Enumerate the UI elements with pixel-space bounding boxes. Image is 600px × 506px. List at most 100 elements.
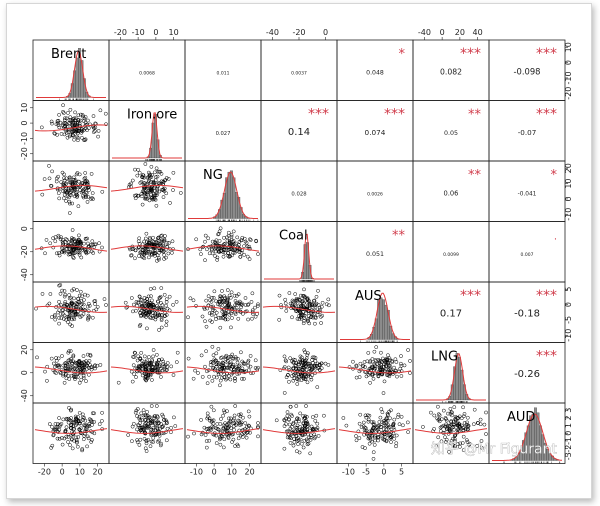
scatter-point [64,176,69,181]
scatter-point [75,121,80,126]
axis-tick-label: 0 [564,302,573,307]
scatter-point [437,413,442,418]
scatter-point [306,361,311,366]
scatter-point [204,427,209,431]
scatter-point [135,414,139,418]
scatter-point [66,187,71,191]
scatter-point [372,422,377,427]
scatter-point [89,440,94,444]
scatter-point [76,113,81,118]
scatter-point [237,363,242,368]
scatter-5-3 [262,348,336,395]
scatter-point [218,436,223,441]
scatter-point [56,251,61,255]
scatter-point [153,421,157,426]
scatter-point [359,425,364,429]
scatter-point [126,433,131,437]
scatter-5-4 [338,345,412,395]
scatter-point [66,127,70,132]
scatter-point [142,249,147,254]
axis-tick-label: 0 [564,431,573,436]
scatter-point [130,439,134,444]
scatter-point [231,364,235,369]
panel-0-2 [184,39,262,101]
scatter-point [203,433,208,437]
scatter-point [256,365,260,370]
significance-stars: ** [468,108,482,123]
scatter-point [67,175,72,180]
correlation-value: 0.06 [444,189,459,197]
scatter-point [449,419,454,423]
scatter-point [84,191,89,195]
scatter-point [152,286,157,291]
scatter-point [160,238,164,243]
scatter-point [91,251,96,255]
scatter-point [161,195,166,199]
scatter-point [222,299,226,303]
correlation-value: -0.098 [514,66,541,76]
scatter-point [77,238,81,243]
scatter-point [226,254,231,258]
scatter-point [132,372,136,377]
scatter-point [154,166,159,171]
scatter-point [287,422,292,427]
scatter-point [137,324,142,328]
scatter-point [225,296,230,301]
scatter-point [312,298,317,303]
scatter-point [229,290,234,295]
scatter-point [377,371,382,375]
scatter-point [149,189,153,194]
scatter-point [452,405,457,409]
scatter-point [162,257,166,261]
scatter-point [83,120,88,125]
scatter-point [70,437,74,441]
scatter-point [394,444,398,449]
scatter-point [78,361,82,365]
scatter-point [148,303,153,308]
scatter-point [58,291,63,296]
scatter-point [236,436,241,441]
scatter-point [60,288,64,293]
scatter-point [157,169,161,174]
scatter-point [382,379,387,384]
scatter-point [236,366,240,371]
scatter-point [142,437,147,441]
scatter-point [314,413,319,418]
scatter-point [84,251,89,256]
scatter-point [288,301,293,306]
scatter-point [53,235,58,239]
scatter-point [171,170,176,175]
scatter-point [135,440,140,444]
scatter-point [304,311,308,316]
scatter-point [232,293,237,298]
scatter-point [448,412,453,416]
scatter-point [372,349,377,354]
scatter-point [232,365,237,370]
scatter-point [154,404,159,408]
scatter-point [279,305,284,310]
scatter-point [161,239,166,243]
scatter-point [226,436,231,440]
scatter-point [237,250,242,255]
scatter-point [297,419,301,424]
scatter-point [143,196,148,201]
scatter-point [484,410,488,415]
chart-frame: Brent Iron.ore NG Coal AUS LNG AUD 0.0068 0.011 0… [6,3,592,499]
smooth-line [186,245,260,252]
scatter-point [300,373,305,378]
scatter-point [220,299,224,304]
scatter-point [392,417,397,422]
scatter-point [277,317,282,322]
scatter-point [377,420,382,424]
scatter-point [210,344,215,349]
axis-tick-label: 20 [20,345,29,355]
smooth-line [338,428,412,434]
scatter-point [299,427,304,431]
scatter-point [89,419,93,424]
scatter-point [288,404,293,409]
scatter-point [224,311,229,315]
scatter-point [147,251,152,256]
scatter-point [209,299,214,304]
scatter-point [128,247,133,252]
scatter-point [294,296,299,301]
